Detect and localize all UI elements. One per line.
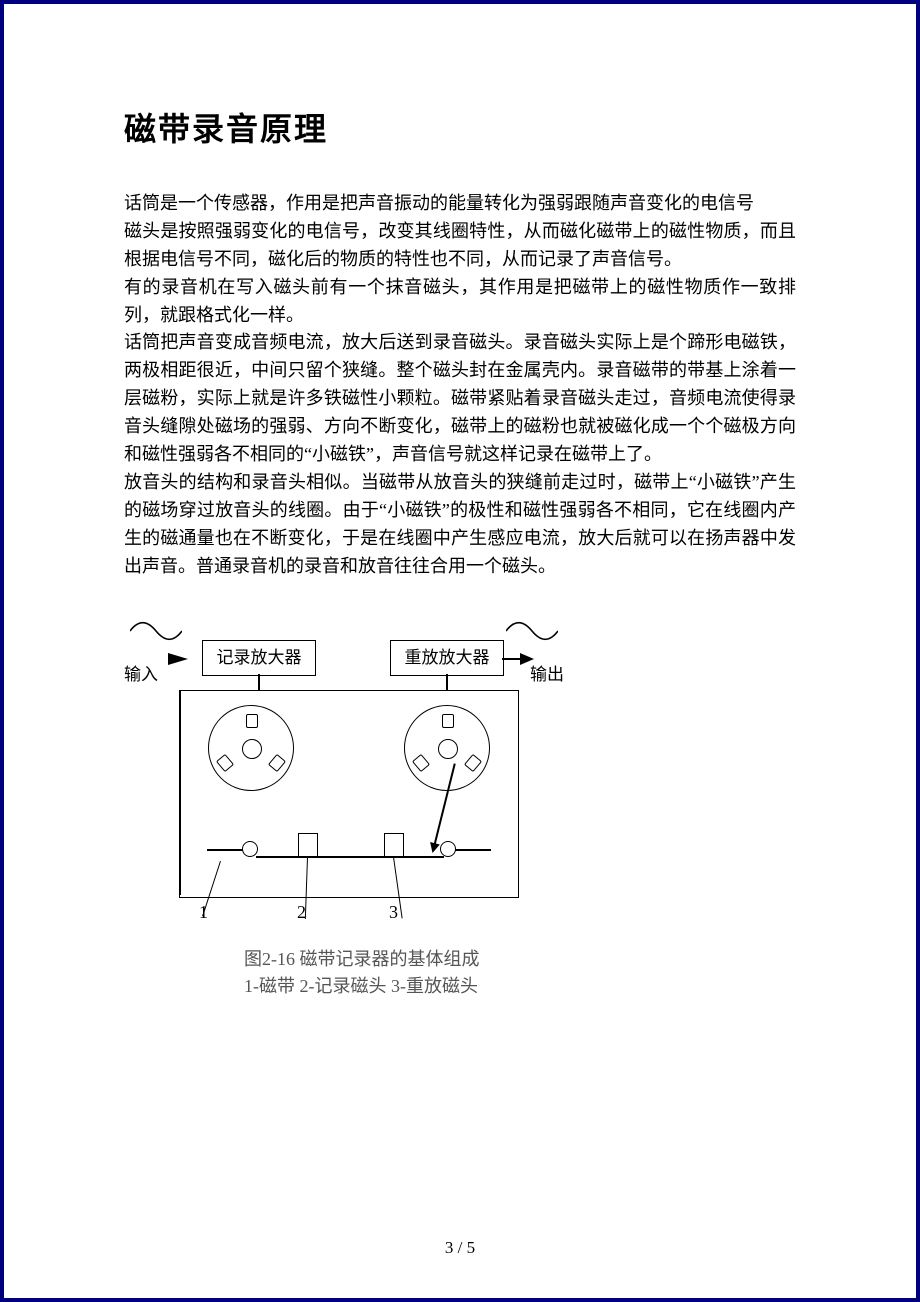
guide-roller-icon xyxy=(242,841,258,857)
reel-hub-icon xyxy=(438,739,458,759)
output-line xyxy=(502,658,522,660)
block-diagram: 输入 记录放大器 重放放大器 输出 xyxy=(124,620,564,690)
caption-main: 图2-16 磁带记录器的基体组成 xyxy=(244,946,564,973)
reel-slot-icon xyxy=(442,714,454,728)
guide-roller-icon xyxy=(440,841,456,857)
reel-slot-icon xyxy=(464,754,482,772)
page-number: 3 / 5 xyxy=(4,1238,916,1258)
tape-path xyxy=(180,793,181,895)
record-amplifier-box: 记录放大器 xyxy=(202,640,316,676)
caption-sub: 1-磁带 2-记录磁头 3-重放磁头 xyxy=(244,973,564,1000)
body-text: 话筒是一个传感器，作用是把声音振动的能量转化为强弱跟随声音变化的电信号 磁头是按… xyxy=(124,190,796,580)
play-head-icon xyxy=(384,833,404,857)
play-amplifier-box: 重放放大器 xyxy=(390,640,504,676)
paragraph: 有的录音机在写入磁头前有一个抹音磁头，其作用是把磁带上的磁性物质作一致排列，就跟… xyxy=(124,274,796,330)
paragraph: 话筒是一个传感器，作用是把声音振动的能量转化为强弱跟随声音变化的电信号 xyxy=(124,190,796,218)
figure: 输入 记录放大器 重放放大器 输出 xyxy=(124,620,564,1000)
index-2: 2 xyxy=(297,902,306,923)
reel-slot-icon xyxy=(412,754,430,772)
input-wave-icon xyxy=(130,620,182,642)
input-label: 输入 xyxy=(124,660,158,685)
document-page: 磁带录音原理 话筒是一个传感器，作用是把声音振动的能量转化为强弱跟随声音变化的电… xyxy=(0,0,920,1302)
tape-recorder-diagram xyxy=(179,690,519,898)
paragraph: 话筒把声音变成音频电流，放大后送到录音磁头。录音磁头实际上是个蹄形电磁铁，两极相… xyxy=(124,329,796,468)
paragraph: 放音头的结构和录音头相似。当磁带从放音头的狭缝前走过时，磁带上“小磁铁”产生的磁… xyxy=(124,469,796,581)
output-wave-icon xyxy=(506,620,558,642)
figure-caption: 图2-16 磁带记录器的基体组成 1-磁带 2-记录磁头 3-重放磁头 xyxy=(244,946,564,1000)
reel-slot-icon xyxy=(216,754,234,772)
index-1: 1 xyxy=(199,902,208,923)
paragraph: 磁头是按照强弱变化的电信号，改变其线圈特性，从而磁化磁带上的磁性物质，而且根据电… xyxy=(124,218,796,274)
figure-indices: 1 2 3 xyxy=(179,898,517,928)
tape-path xyxy=(180,691,181,793)
tape-reel-icon xyxy=(208,705,294,791)
tape-reel-icon xyxy=(404,705,490,791)
reel-slot-icon xyxy=(246,714,258,728)
input-arrow-icon xyxy=(168,653,188,665)
reel-hub-icon xyxy=(242,739,262,759)
page-title: 磁带录音原理 xyxy=(124,104,796,150)
reel-slot-icon xyxy=(268,754,286,772)
tape-path xyxy=(256,856,444,857)
output-label: 输出 xyxy=(530,660,564,685)
record-head-icon xyxy=(298,833,318,857)
index-3: 3 xyxy=(389,902,398,923)
